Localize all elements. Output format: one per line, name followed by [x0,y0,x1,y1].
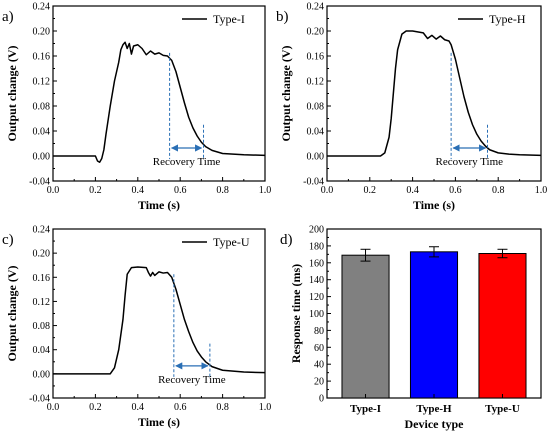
y-tick-label: 80 [314,326,324,337]
x-tick-label: 0.2 [364,185,377,196]
y-tick-label: -0.04 [29,394,50,405]
legend-label: Type-H [489,12,526,26]
bar-type-u [478,253,527,399]
x-tick-label: Type-H [416,403,452,415]
x-tick-label: 0.2 [89,402,102,413]
x-tick-label: 0.4 [406,185,419,196]
x-tick-label: 1.0 [535,185,548,196]
y-tick-label: 20 [314,377,324,388]
y-tick-label: 60 [314,343,324,354]
y-tick-label: 0.12 [33,77,51,88]
y-tick-label: 0.20 [33,27,51,38]
y-tick-label: 0.20 [33,249,51,260]
y-tick-label: 160 [309,258,324,269]
y-tick-label: 0.12 [307,77,325,88]
x-tick-label: Type-I [350,403,381,415]
bar-type-i [341,254,390,399]
y-tick-label: 0.08 [307,102,325,113]
x-tick-label: 0.6 [449,185,462,196]
y-axis-label: Response time (ms) [289,264,303,363]
y-tick-label: 0.24 [307,2,325,13]
panel-label: b) [276,9,289,25]
panel-label: d) [280,232,293,248]
x-tick-label: 0.4 [132,402,145,413]
recovery-time-label: Recovery Time [158,374,226,386]
y-tick-label: 0.00 [33,369,51,380]
x-tick-label: 1.0 [259,185,272,196]
y-tick-label: 0.24 [33,225,51,236]
x-tick-label: 0.0 [47,185,60,196]
x-tick-label: 0.4 [132,185,145,196]
y-tick-label: 120 [309,292,324,303]
x-tick-label: Type-U [485,403,520,415]
panel-d-bar-chart: 0 20 40 60 80 100 120 140 160 180 200 Type-I Type-H T… [280,225,542,431]
y-tick-label: 40 [314,360,324,371]
x-tick-label: 0.6 [174,402,187,413]
y-tick-label: 0.00 [307,152,325,163]
y-tick-label: 0.16 [307,52,325,63]
legend-label: Type-I [213,12,245,26]
x-axis-label: Time (s) [413,198,455,212]
x-tick-label: 0.8 [216,185,229,196]
plot-frame [52,228,266,399]
x-tick-label: 0.2 [89,185,102,196]
recovery-time-label: Recovery Time [436,156,504,168]
x-tick-label: 0.0 [321,185,334,196]
panel-c-line-chart: -0.04 0.00 0.04 0.08 0.12 0.16 0.20 0.24 0.0 0.2 0… [2,225,271,430]
panel-b-line-chart: -0.04 0.00 0.04 0.08 0.12 0.16 0.20 0.24 0.0 0.2 0… [276,2,547,213]
y-axis-label: Output change (V) [279,45,293,141]
y-tick-label: -0.04 [29,177,50,188]
bar-type-h [409,251,459,399]
panel-label: c) [2,232,14,248]
x-tick-label: 0.8 [216,402,229,413]
y-tick-label: 0.00 [33,152,51,163]
y-tick-label: 0.04 [33,345,51,356]
y-tick-label: 200 [309,225,324,236]
y-tick-label: 0.16 [33,273,51,284]
y-tick-label: 100 [309,309,324,320]
y-axis-label: Output change (V) [5,265,19,361]
x-axis-label: Time (s) [138,415,180,429]
y-tick-label: 140 [309,275,324,286]
y-axis-label: Output change (V) [5,45,19,141]
y-tick-label: 0.12 [33,297,51,308]
series-line [53,266,266,375]
legend-label: Type-U [213,235,250,249]
y-tick-label: 0.16 [33,52,51,63]
y-tick-label: 0.04 [33,127,51,138]
y-tick-label: 0 [319,394,324,405]
recovery-time-label: Recovery Time [153,156,221,168]
x-tick-label: 0.8 [492,185,505,196]
y-tick-label: 0.04 [307,127,325,138]
y-tick-label: 180 [309,241,324,252]
y-tick-label: 0.08 [33,321,51,332]
panel-label: a) [2,9,14,25]
x-axis-label: Time (s) [138,198,180,212]
y-tick-label: 0.20 [307,27,325,38]
y-tick-label: 0.24 [33,2,51,13]
x-tick-label: 1.0 [259,402,272,413]
panel-a-line-chart: -0.04 0.00 0.04 0.08 0.12 0.16 0.20 0.24 0.0 0.2 0… [2,2,271,213]
x-axis-label: Device type [405,417,465,431]
series-line [327,30,542,157]
y-tick-label: 0.08 [33,102,51,113]
x-tick-label: 0.6 [174,185,187,196]
series-line [53,41,266,163]
x-tick-label: 0.0 [47,402,60,413]
y-tick-label: -0.04 [303,177,324,188]
